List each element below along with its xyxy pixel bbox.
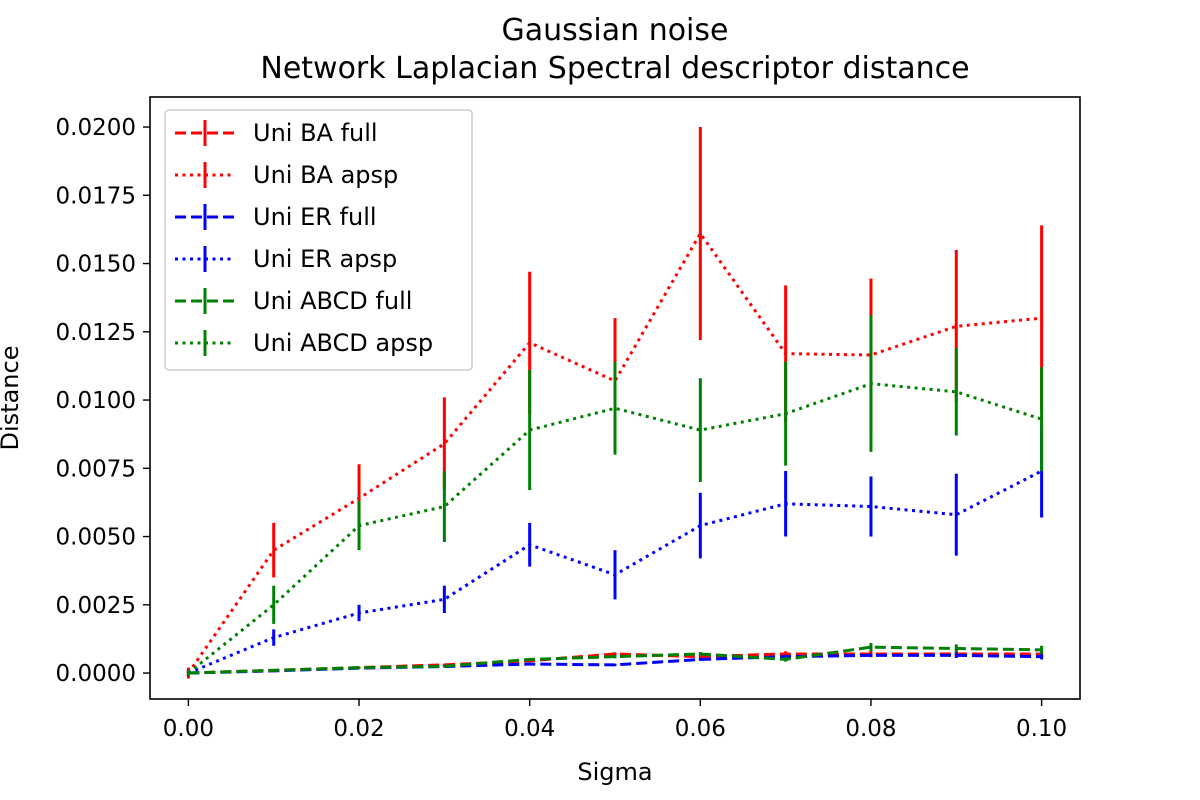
x-tick-label: 0.08 [845,716,896,742]
legend-label: Uni ABCD apsp [253,329,433,357]
series-line [188,645,1042,675]
x-tick-label: 0.06 [675,716,726,742]
y-tick-label: 0.0125 [56,320,136,346]
series-uni-abcd-full [188,643,1044,675]
x-tick-label: 0.04 [504,716,555,742]
y-tick-label: 0.0100 [56,388,136,414]
chart-title-line-1: Gaussian noise [502,13,729,48]
legend-label: Uni BA full [253,119,378,147]
legend-item-uni-ba-full: Uni BA full [175,119,378,147]
y-tick-label: 0.0200 [56,115,136,141]
x-tick-label: 0.00 [163,716,214,742]
legend-item-uni-abcd-apsp: Uni ABCD apsp [175,329,433,357]
y-tick-label: 0.0000 [56,661,136,687]
chart-title-line-2: Network Laplacian Spectral descriptor di… [260,51,969,86]
x-tick-label: 0.10 [1016,716,1067,742]
y-tick-label: 0.0050 [56,525,136,551]
y-axis-ticks: 0.0000 0.0025 0.0050 0.0075 0.0100 0.0125 0.01… [56,115,150,687]
y-tick-label: 0.0150 [56,252,136,278]
legend-label: Uni ABCD full [253,287,412,315]
plot-area [149,96,1081,700]
legend-item-uni-abcd-full: Uni ABCD full [175,287,412,315]
series-uni-abcd-apsp [186,315,1044,676]
y-tick-label: 0.0075 [56,456,136,482]
plot-frame [149,96,1081,700]
legend-label: Uni BA apsp [253,161,398,189]
x-axis-ticks: 0.00 0.02 0.04 0.06 0.08 0.10 [163,699,1067,742]
x-axis-label: Sigma [577,758,652,786]
legend-item-uni-er-apsp: Uni ER apsp [175,245,397,273]
legend-item-uni-ba-apsp: Uni BA apsp [175,161,398,189]
legend-label: Uni ER full [253,203,377,231]
legend-item-uni-er-full: Uni ER full [175,203,377,231]
x-tick-label: 0.02 [333,716,384,742]
legend: Uni BA full Uni BA apsp Uni ER full Uni ER … [164,109,473,371]
y-tick-label: 0.0025 [56,593,136,619]
y-axis-label: Distance [0,346,24,451]
legend-box [164,109,473,371]
series-layer [186,127,1044,679]
legend-label: Uni ER apsp [253,245,397,273]
y-tick-label: 0.0175 [56,183,136,209]
